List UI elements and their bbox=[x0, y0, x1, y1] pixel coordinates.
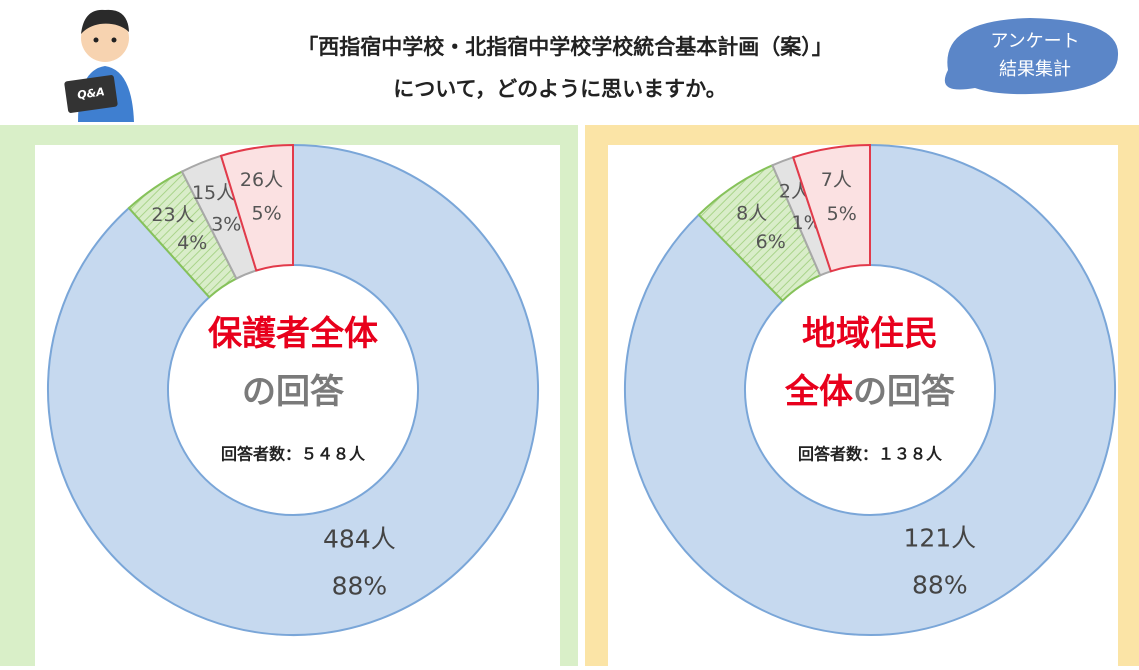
donut-slice bbox=[47, 143, 539, 636]
percent-label: 88% bbox=[332, 572, 388, 601]
center-text-part: 地域住民 bbox=[802, 314, 938, 354]
icon: Q&A bbox=[64, 9, 134, 122]
respondents: 回答者数：１３８人 bbox=[798, 445, 943, 464]
badge-text: 結果集計 bbox=[999, 59, 1071, 80]
center-text-part: 全体 bbox=[784, 372, 853, 412]
value-label: 7人 bbox=[821, 169, 852, 191]
donut-slice bbox=[791, 143, 871, 273]
center-text: 地域住民 bbox=[802, 314, 938, 354]
percent-label: 6% bbox=[756, 231, 786, 253]
center-text-part: 保護者全体 bbox=[208, 314, 378, 354]
title: 「西指宿中学校・北指宿中学校学校統合基本計画（案）」 bbox=[297, 35, 833, 59]
badge-text: アンケート bbox=[990, 31, 1079, 52]
percent-label: 3% bbox=[211, 213, 241, 235]
center-text-part: の回答 bbox=[853, 372, 956, 412]
badge: アンケート 結果集計 bbox=[944, 18, 1119, 95]
icon-text: Q&A bbox=[76, 85, 105, 102]
donut-slice bbox=[624, 143, 1116, 636]
center-text: 全体の回答 bbox=[784, 372, 956, 412]
value-label: 484人 bbox=[323, 525, 396, 554]
percent-label: 5% bbox=[251, 202, 281, 224]
percent-label: 88% bbox=[912, 570, 968, 599]
value-label: 15人 bbox=[192, 182, 235, 204]
value-label: 23人 bbox=[151, 204, 194, 226]
donut-slice bbox=[219, 143, 294, 272]
value-label: 26人 bbox=[240, 169, 283, 191]
value-label: 121人 bbox=[903, 523, 976, 552]
value-label: 8人 bbox=[736, 203, 767, 225]
title: について，どのように思いますか。 bbox=[393, 77, 726, 101]
center-text: 保護者全体 bbox=[208, 314, 378, 354]
center-text-part: の回答 bbox=[242, 372, 345, 412]
percent-label: 4% bbox=[177, 232, 207, 254]
percent-label: 5% bbox=[827, 203, 857, 225]
center-text: の回答 bbox=[242, 372, 345, 412]
respondents: 回答者数：５４８人 bbox=[221, 445, 366, 464]
